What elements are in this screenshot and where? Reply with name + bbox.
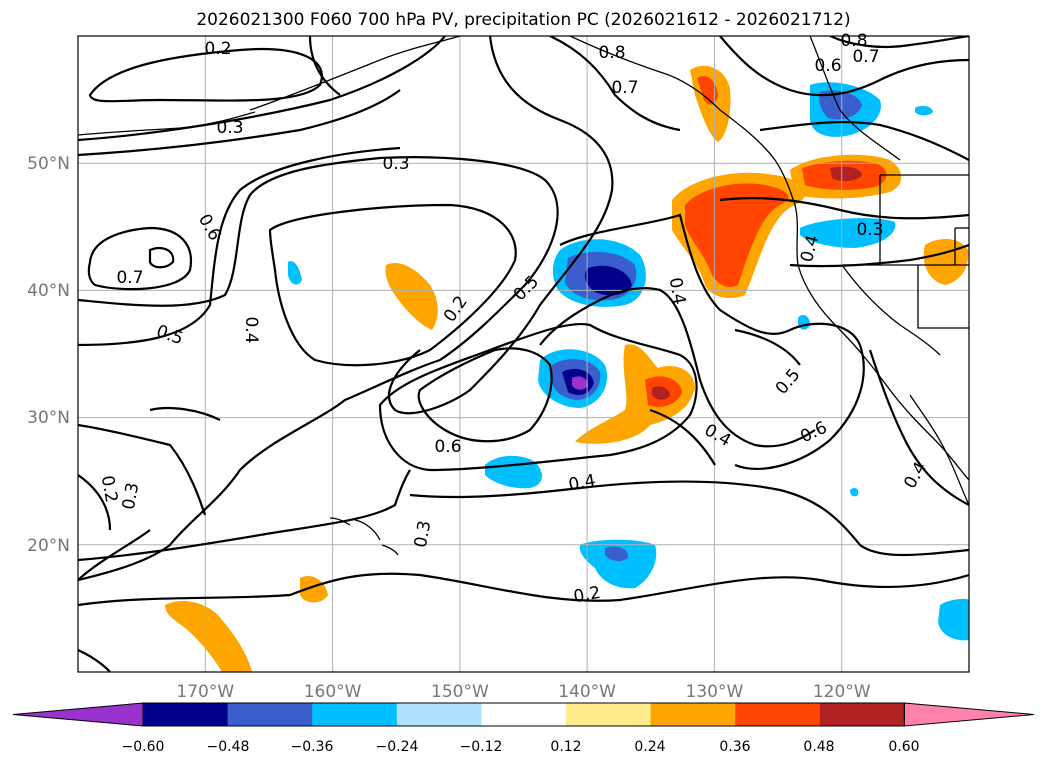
precip-blob-or-blue <box>800 218 896 248</box>
precip-blob-bc-core <box>697 75 718 105</box>
precip-blob-ut <box>923 238 969 285</box>
precip-blob-small4 <box>850 487 859 497</box>
precip-blob-st <box>575 344 695 444</box>
lon-tick-120w: 120°W <box>813 682 871 702</box>
contour-label: 0.3 <box>411 519 435 549</box>
colorbar-segment <box>650 703 736 726</box>
map-area <box>78 36 969 672</box>
colorbar-segment <box>143 703 229 726</box>
precip-fill-layer <box>165 65 969 672</box>
colorbar-tick: 0.36 <box>719 739 750 755</box>
lat-tick-30n: 30°N <box>27 408 70 428</box>
precip-blob-19n-core <box>605 546 629 562</box>
precip-blob-40n-core <box>584 265 632 296</box>
precip-blob-sw2 <box>300 575 328 603</box>
colorbar-frame <box>142 702 905 727</box>
colorbar-segment <box>396 703 482 726</box>
precip-blob-small2 <box>288 261 302 285</box>
colorbar-segment <box>481 703 567 726</box>
precip-blob-19n <box>579 539 657 589</box>
contour-label: 0.6 <box>434 437 461 457</box>
colorbar-tick: −0.12 <box>460 739 503 755</box>
colorbar-extend-low <box>12 702 144 727</box>
contour-label: 0.4 <box>665 276 689 306</box>
contour-label: 0.3 <box>216 118 243 138</box>
contour-label: 0.8 <box>840 31 867 51</box>
lon-tick-140w: 140°W <box>558 682 616 702</box>
contour-label: 0.2 <box>572 583 602 607</box>
colorbar-tick: −0.48 <box>207 739 250 755</box>
lon-tick-170w: 170°W <box>176 682 234 702</box>
contour-label: 0.4 <box>567 471 597 495</box>
colorbar-tick: 0.24 <box>634 739 665 755</box>
map-frame <box>77 35 970 673</box>
colorbar-segment <box>227 703 313 726</box>
colorbar-tick: −0.24 <box>376 739 419 755</box>
precip-blob-bc-blue-core <box>819 90 862 120</box>
contour-label: 0.7 <box>611 78 638 98</box>
contour-label: 0.3 <box>382 154 409 174</box>
coastlines <box>78 36 969 556</box>
contour-label: 0.2 <box>97 474 121 504</box>
pv-contours <box>78 36 969 672</box>
contour-label: 0.4 <box>241 316 261 343</box>
lon-tick-150w: 150°W <box>431 682 489 702</box>
contour-label: 0.8 <box>598 43 625 63</box>
contour-label: 0.7 <box>116 268 143 288</box>
lat-tick-40n: 40°N <box>27 281 70 301</box>
precip-blob-pnw-core <box>685 183 789 287</box>
colorbar-segment <box>312 703 398 726</box>
contour-label: 0.2 <box>204 39 231 59</box>
gridlines <box>78 36 969 672</box>
precip-blob-wa-dark <box>830 166 862 182</box>
colorbar-segment <box>735 703 821 726</box>
precip-blob-sw <box>165 600 252 672</box>
colorbar-extend-high <box>903 702 1035 727</box>
colorbar-tick: 0.48 <box>803 739 834 755</box>
plot-title: 2026021300 F060 700 hPa PV, precipitatio… <box>196 10 851 30</box>
colorbar-segment <box>819 703 905 726</box>
precip-blob-33n-purple <box>572 376 588 390</box>
colorbar-ticks: −0.60 −0.48 −0.36 −0.24 −0.12 0.12 0.24 … <box>122 739 920 755</box>
lat-tick-20n: 20°N <box>27 536 70 556</box>
lon-tick-130w: 130°W <box>686 682 744 702</box>
contour-label: 0.3 <box>119 481 143 511</box>
colorbar <box>12 702 1035 727</box>
lon-tick-labels: 170°W 160°W 150°W 140°W 130°W 120°W <box>176 682 870 702</box>
lat-tick-labels: 50°N 40°N 30°N 20°N <box>27 154 70 556</box>
colorbar-tick: −0.36 <box>291 739 334 755</box>
lat-tick-50n: 50°N <box>27 154 70 174</box>
contour-label: 0.6 <box>814 56 841 76</box>
precip-blob-st-dark <box>652 386 670 400</box>
colorbar-tick: 0.12 <box>550 739 581 755</box>
colorbar-tick: 0.60 <box>888 739 919 755</box>
colorbar-segment <box>566 703 652 726</box>
colorbar-tick: −0.60 <box>122 739 165 755</box>
lon-tick-160w: 160°W <box>304 682 362 702</box>
precip-blob-small1 <box>915 105 933 116</box>
precip-blob-cp <box>385 262 438 330</box>
contour-label: 0.3 <box>856 220 883 240</box>
contour-label: 0.7 <box>852 47 879 67</box>
precip-blob-se <box>938 598 969 641</box>
